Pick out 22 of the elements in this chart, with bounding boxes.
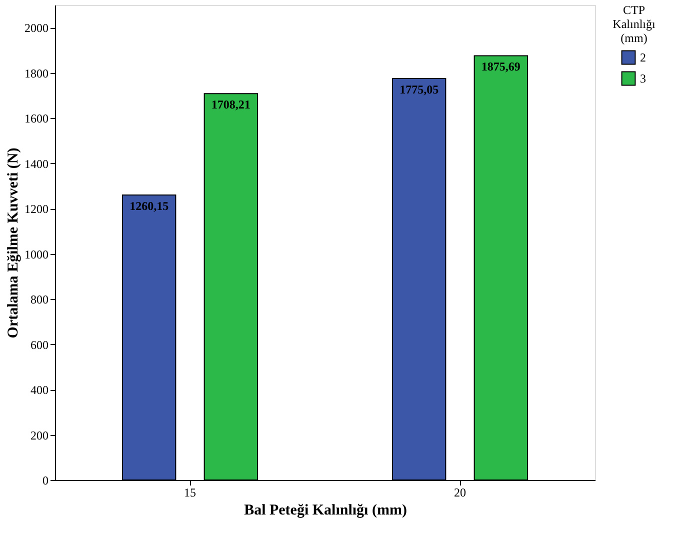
y-tick-label: 1400 <box>24 156 48 171</box>
y-tick-label: 200 <box>30 428 48 442</box>
x-axis-title: Bal Peteği Kalınlığı (mm) <box>244 502 407 518</box>
data-label: 1260,15 <box>130 198 169 213</box>
x-tick-label: 20 <box>454 486 466 500</box>
legend-label: 3 <box>640 72 646 86</box>
y-tick-label: 800 <box>30 292 48 307</box>
data-label: 1875,69 <box>481 60 520 74</box>
y-tick-label: 1600 <box>24 112 48 126</box>
y-axis-title: Ortalama Eğilme Kuvveti (N) <box>6 148 22 338</box>
y-tick-label: 0 <box>42 474 48 488</box>
legend-label: 2 <box>640 50 646 64</box>
legend-title: CTP Kalınlığı (mm) <box>612 3 656 45</box>
y-tick-label: 1000 <box>24 247 48 262</box>
y-tick-label: 600 <box>30 338 48 352</box>
y-tick-label: 400 <box>30 383 48 398</box>
y-tick-label: 1800 <box>24 66 48 80</box>
y-tick-label: 2000 <box>24 21 48 36</box>
data-label: 1708,21 <box>211 98 250 112</box>
data-label: 1775,05 <box>400 82 439 96</box>
y-tick-label: 1200 <box>24 202 48 216</box>
x-tick-label: 15 <box>184 486 196 500</box>
